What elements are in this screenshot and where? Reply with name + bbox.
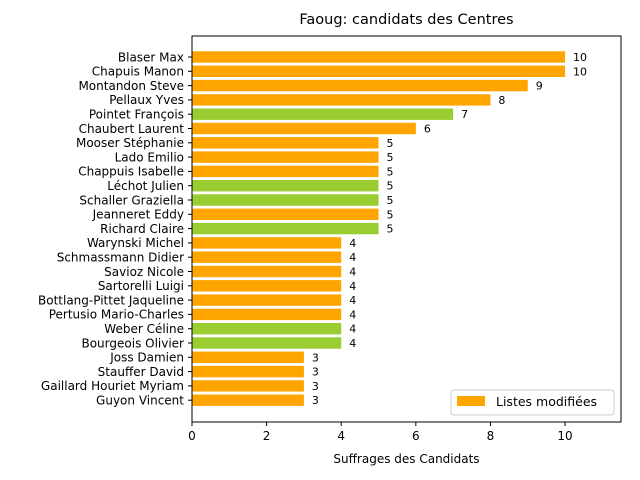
y-tick-label: Savioz Nicole [104, 265, 184, 279]
y-tick-label: Montandon Steve [78, 79, 184, 93]
bar [192, 137, 379, 149]
y-tick-label: Joss Damien [109, 351, 184, 365]
bar [192, 337, 342, 349]
legend-swatch [457, 396, 485, 406]
value-label: 4 [349, 237, 356, 250]
y-tick-label: Sartorelli Luigi [98, 279, 184, 293]
bar [192, 237, 342, 249]
bar [192, 222, 379, 235]
value-label: 4 [349, 337, 356, 350]
value-label: 4 [349, 251, 356, 264]
bar [192, 294, 342, 306]
value-label: 3 [312, 380, 319, 393]
y-tick-label: Stauffer David [98, 365, 184, 379]
value-label: 5 [387, 223, 394, 236]
y-tick-label: Schmassmann Didier [57, 251, 184, 265]
value-label: 9 [536, 80, 543, 93]
value-label: 3 [312, 366, 319, 379]
x-tick-label: 2 [263, 429, 271, 443]
y-tick-label: Warynski Michel [87, 236, 184, 250]
y-tick-label: Chapuis Manon [92, 65, 184, 79]
bar [192, 65, 566, 77]
value-label: 4 [349, 266, 356, 279]
value-label: 4 [349, 308, 356, 321]
x-tick-label: 4 [337, 429, 345, 443]
bar [192, 208, 379, 220]
value-label: 3 [312, 351, 319, 364]
bar [192, 365, 304, 378]
y-tick-label: Jeanneret Eddy [92, 208, 184, 222]
y-tick-label: Weber Céline [104, 322, 184, 336]
value-label: 5 [387, 151, 394, 164]
y-tick-label: Lado Emilio [115, 150, 184, 164]
y-tick-label: Chaubert Laurent [79, 122, 185, 136]
value-label: 4 [349, 294, 356, 307]
x-tick-label: 10 [557, 429, 572, 443]
bars-layer [192, 51, 566, 406]
y-tick-label: Gaillard Houriet Myriam [41, 379, 184, 393]
bar [192, 108, 454, 120]
y-tick-label: Pellaux Yves [109, 93, 184, 107]
bar [192, 165, 379, 178]
bar [192, 265, 342, 278]
value-label: 4 [349, 280, 356, 293]
bar [192, 394, 304, 406]
y-tick-label: Mooser Stéphanie [76, 136, 184, 150]
x-tick-label: 6 [412, 429, 420, 443]
bar [192, 308, 342, 321]
y-tick-label: Pertusio Mario-Charles [49, 308, 184, 322]
bar [192, 94, 491, 106]
value-label: 5 [387, 194, 394, 207]
bar [192, 251, 342, 263]
y-tick-label: Bottlang-Pittet Jaqueline [38, 293, 184, 307]
value-label: 3 [312, 394, 319, 407]
y-tick-label: Bourgeois Olivier [81, 336, 184, 350]
value-label: 4 [349, 323, 356, 336]
value-label: 8 [498, 94, 505, 107]
y-tick-label: Pointet François [89, 108, 184, 122]
y-tick-label: Schaller Graziella [79, 193, 184, 207]
y-tick-label: Chappuis Isabelle [78, 165, 184, 179]
bar [192, 194, 379, 206]
y-tick-label: Léchot Julien [107, 179, 184, 193]
x-tick-label: 0 [188, 429, 196, 443]
bar [192, 122, 416, 135]
legend-label: Listes modifiées [496, 394, 597, 409]
bar [192, 79, 528, 92]
value-label: 10 [573, 65, 587, 78]
x-tick-label: 8 [487, 429, 495, 443]
x-axis-ticks: 0 2 4 6 8 10 [188, 422, 573, 443]
value-label: 6 [424, 123, 431, 136]
x-axis-label: Suffrages des Candidats [333, 452, 479, 466]
chart-title: Faoug: candidats des Centres [299, 12, 513, 28]
value-label: 5 [387, 137, 394, 150]
value-label: 10 [573, 51, 587, 64]
bar [192, 280, 342, 292]
bar [192, 51, 566, 63]
legend: Listes modifiées [450, 389, 615, 416]
bar [192, 323, 342, 335]
value-label: 5 [387, 165, 394, 178]
value-label: 7 [461, 108, 468, 121]
legend-box [450, 389, 615, 416]
bar [192, 151, 379, 163]
y-tick-label: Guyon Vincent [96, 394, 184, 408]
bar [192, 380, 304, 392]
value-label: 5 [387, 208, 394, 221]
y-tick-label: Richard Claire [100, 222, 184, 236]
bar [192, 180, 379, 192]
y-tick-label: Blaser Max [118, 50, 184, 64]
plot-frame [191, 35, 622, 423]
value-label: 5 [387, 180, 394, 193]
bar [192, 351, 304, 363]
